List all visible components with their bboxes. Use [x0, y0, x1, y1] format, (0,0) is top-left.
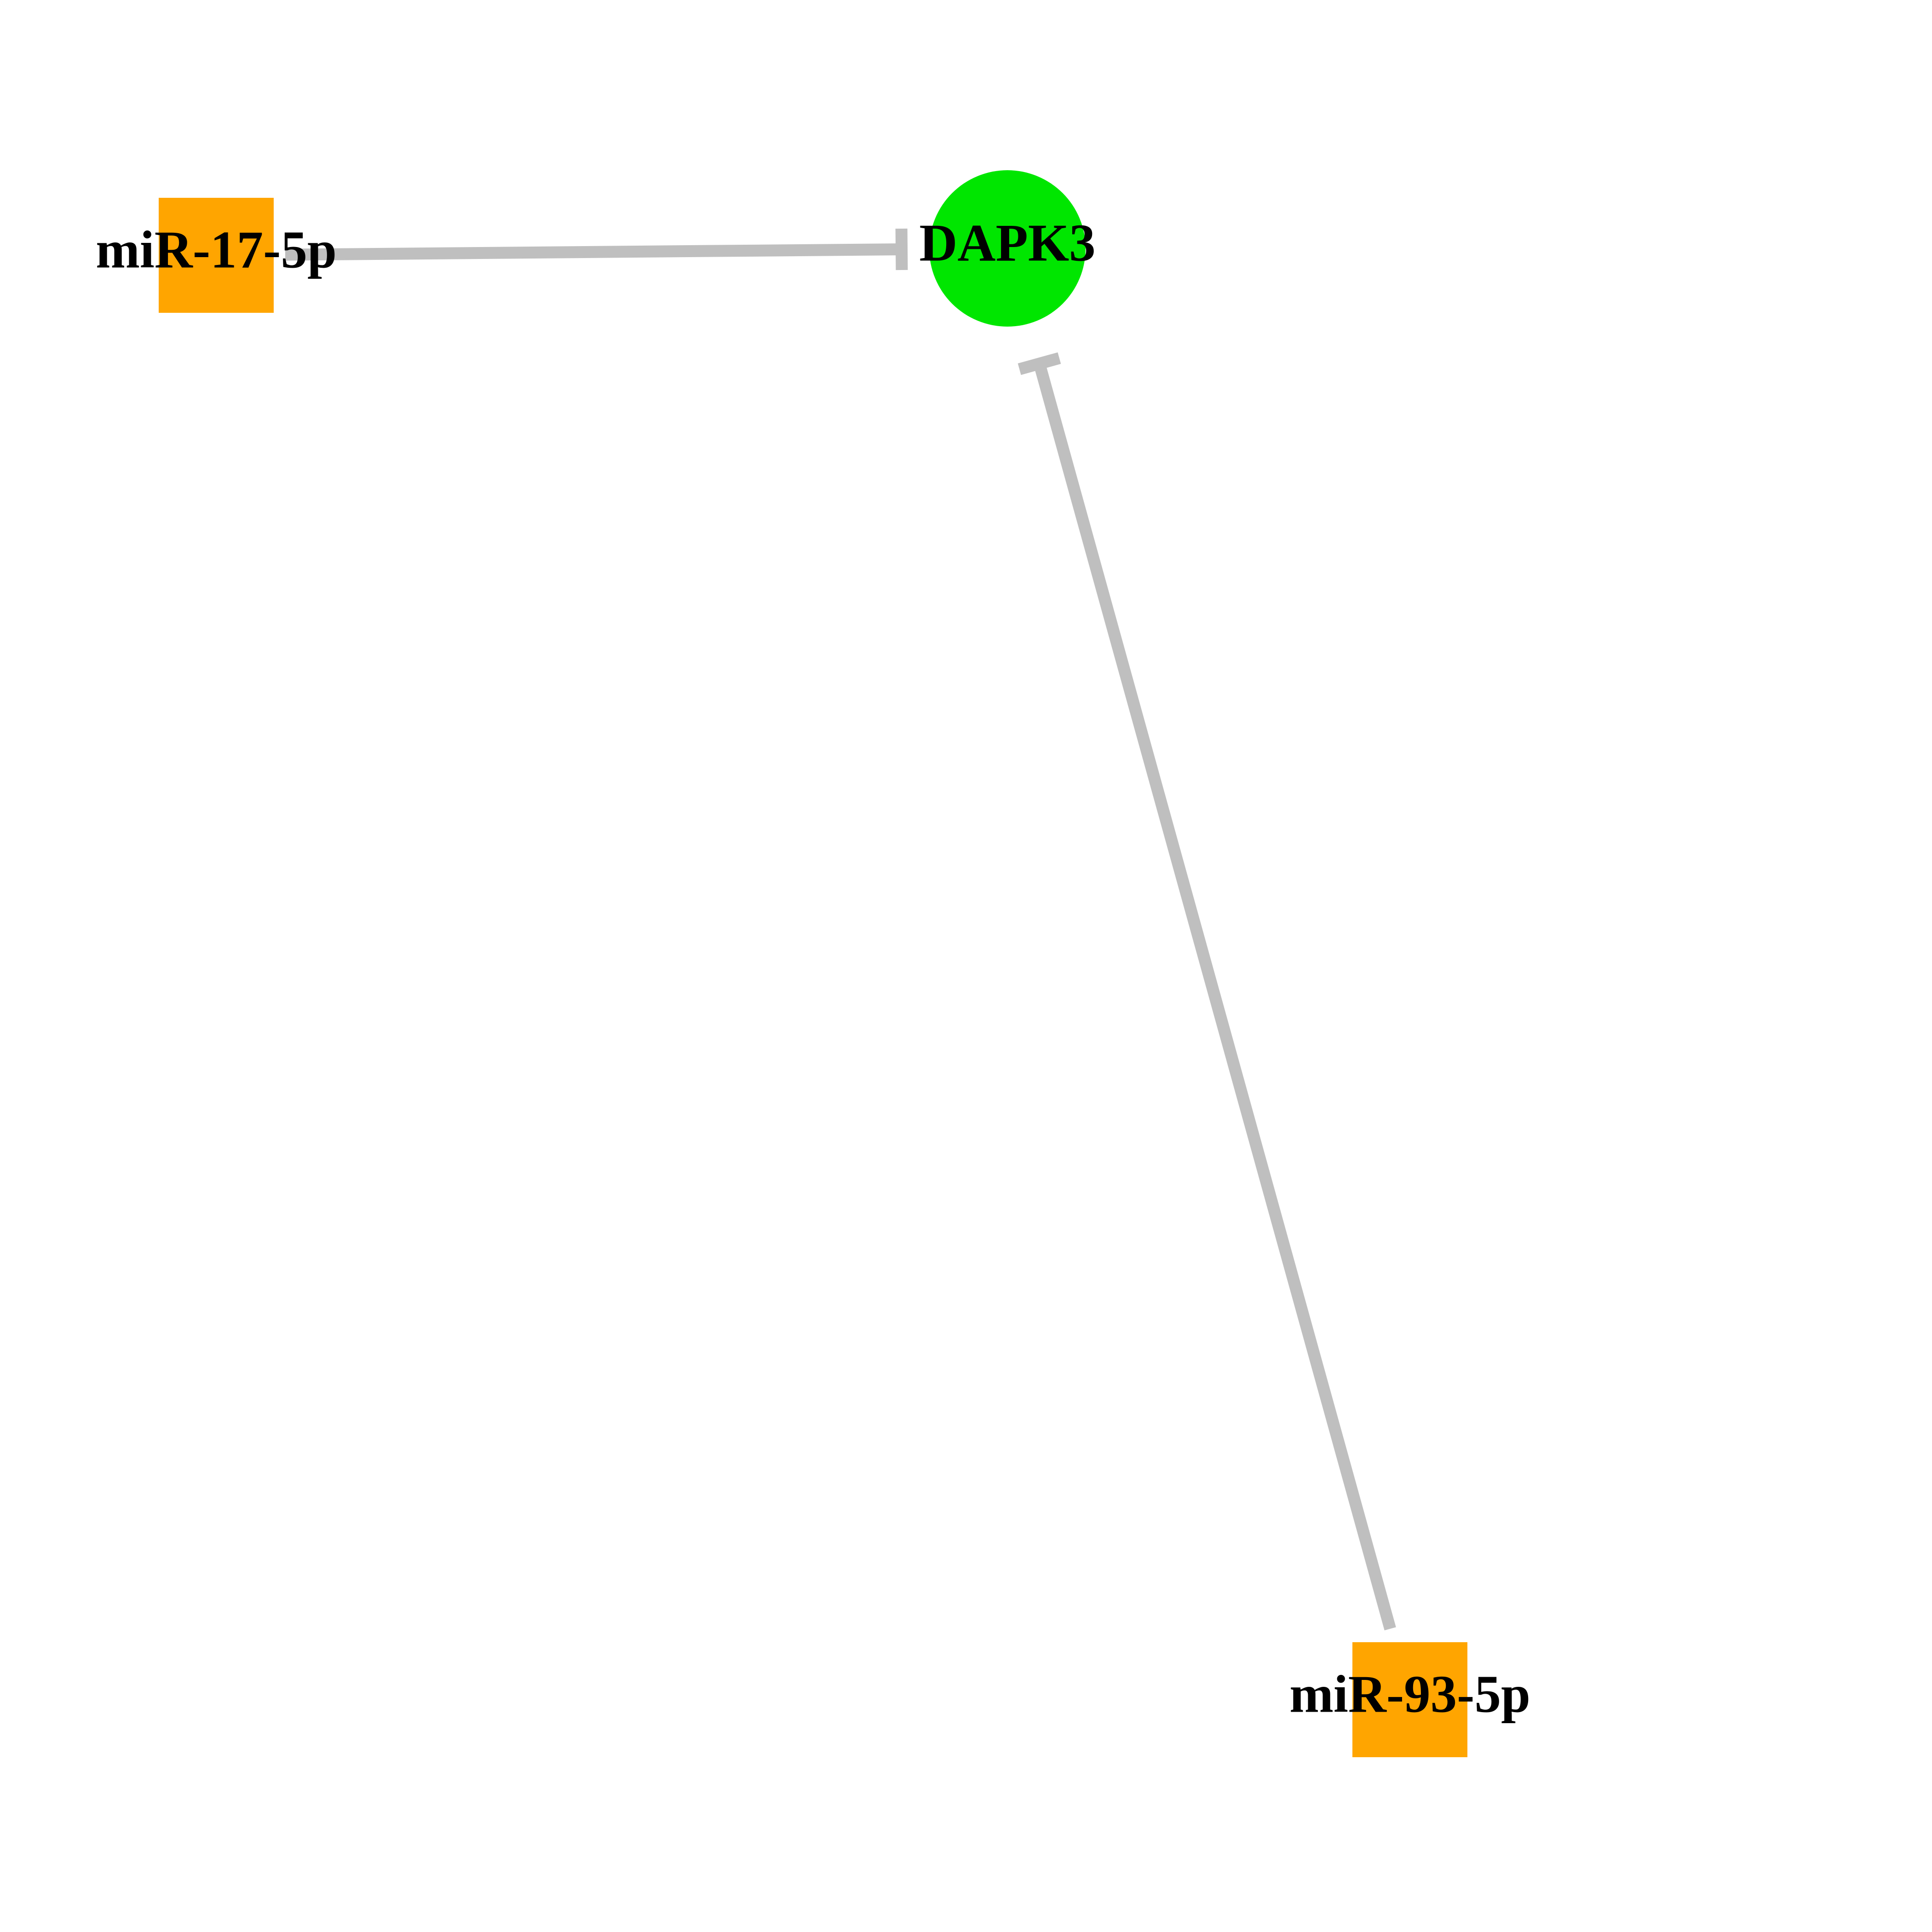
edge-mir93-dapk3	[1039, 364, 1390, 1629]
labels-layer: miR-17-5p DAPK3 miR-93-5p	[96, 213, 1530, 1723]
edge-mir17-dapk3	[285, 249, 902, 255]
node-mir93-label: miR-93-5p	[1289, 1665, 1530, 1723]
node-dapk3-label: DAPK3	[919, 213, 1095, 272]
edges-layer	[285, 229, 1390, 1629]
node-mir17-label: miR-17-5p	[96, 220, 337, 279]
edge-mir93-dapk3-inhibitor-bar	[1019, 358, 1059, 369]
network-diagram: miR-17-5p DAPK3 miR-93-5p	[0, 0, 1932, 1932]
nodes-layer	[159, 170, 1467, 1757]
